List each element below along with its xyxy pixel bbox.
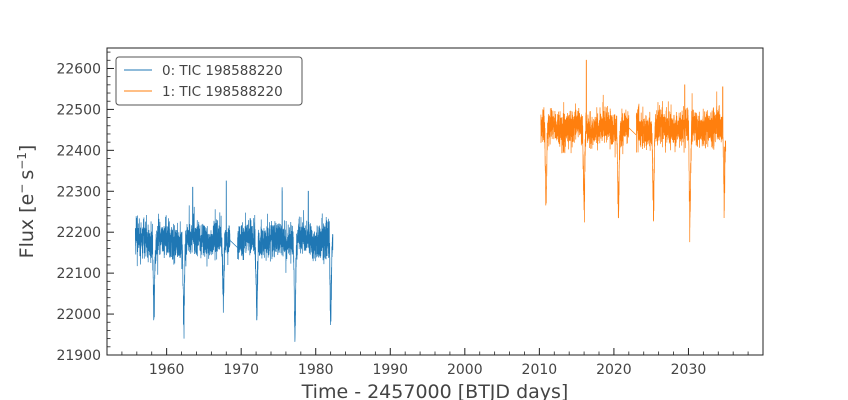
x-tick-label: 1990 (372, 362, 408, 378)
y-axis-label: Flux [e− s−1] (15, 145, 38, 259)
y-axis-label-end: ] (16, 145, 38, 152)
series-0-gap-connector (229, 240, 238, 248)
y-axis-label-sup1: − (15, 184, 29, 194)
y-tick-label: 22100 (56, 266, 101, 282)
y-tick-label: 22300 (56, 184, 101, 200)
y-axis-label-mid: s (16, 170, 38, 180)
x-tick-label: 2010 (522, 362, 558, 378)
y-tick-label: 22400 (56, 143, 101, 159)
tick-labels: 1960 1970 1980 1990 2000 2010 2020 2030 21900 220… (56, 61, 706, 378)
y-tick-label: 22600 (56, 61, 101, 77)
ticks-layer (106, 51, 749, 356)
legend-box (115, 56, 303, 106)
y-tick-label: 22000 (56, 307, 101, 323)
series-1-gap-connector (628, 127, 637, 136)
series-1-line (540, 59, 727, 243)
x-tick-label: 1970 (223, 362, 259, 378)
x-axis-label: Time - 2457000 [BTJD days] (301, 381, 569, 400)
y-axis-label-sup2: −1 (15, 152, 29, 170)
x-tick-label: 2030 (671, 362, 707, 378)
legend-label-series-0: 0: TIC 198588220 (162, 63, 283, 79)
series-0-path (134, 180, 334, 342)
series-0-line (134, 180, 334, 342)
x-tick-label: 2000 (447, 362, 483, 378)
y-tick-label: 21900 (56, 348, 101, 364)
legend-label-series-1: 1: TIC 198588220 (162, 84, 283, 100)
x-tick-label: 1980 (298, 362, 334, 378)
x-tick-label: 2020 (596, 362, 632, 378)
y-tick-label: 22200 (56, 225, 101, 241)
y-axis-label-main: Flux [e (16, 194, 38, 259)
x-tick-label: 1960 (149, 362, 185, 378)
legend: 0: TIC 198588220 1: TIC 198588220 (115, 56, 303, 106)
series-layer (134, 59, 727, 342)
series-1-path (540, 59, 727, 243)
y-tick-label: 22500 (56, 102, 101, 118)
